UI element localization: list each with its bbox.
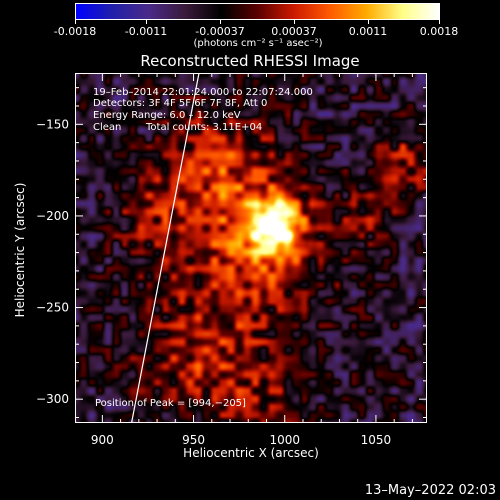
x-tick-label: 1050 — [361, 433, 392, 447]
colorbar-tick-label: 0.00037 — [271, 25, 317, 38]
chart-title: Reconstructed RHESSI Image — [140, 52, 360, 70]
colorbar-tick-mark — [75, 20, 76, 24]
energy-range-text: Energy Range: 6.0 – 12.0 keV — [93, 110, 241, 121]
y-axis-label: Heliocentric Y (arcsec) — [13, 182, 27, 318]
x-tick-label: 1000 — [269, 433, 300, 447]
colorbar-tick-mark — [146, 20, 147, 24]
x-tick-label: 950 — [182, 433, 205, 447]
detectors-text: Detectors: 3F 4F 5F 6F 7F 8F, Att 0 — [93, 98, 268, 109]
colorbar-tick-mark — [439, 20, 440, 24]
footer-date: 13–May–2022 02:03 — [364, 483, 496, 498]
colorbar-unit: (photons cm⁻² s⁻¹ asec⁻²) — [193, 38, 323, 49]
peak-position-text: Position of Peak = [994,−205] — [95, 398, 246, 409]
y-tick-label: −150 — [36, 117, 69, 131]
colorbar-tick-label: -0.0011 — [124, 25, 168, 38]
x-tick-label: 900 — [91, 433, 114, 447]
colorbar-tick-mark — [368, 20, 369, 24]
y-tick-label: −200 — [36, 209, 69, 223]
solar-limb-line — [130, 73, 200, 423]
y-tick-label: −250 — [36, 301, 69, 315]
y-tick-label: −300 — [36, 392, 69, 406]
colorbar-tick-mark — [294, 20, 295, 24]
colorbar-tick-label: 0.0018 — [419, 25, 459, 38]
colorbar-tick-mark — [220, 20, 221, 24]
colorbar-tick-label: -0.0018 — [53, 25, 97, 38]
colorbar-tick-label: 0.0011 — [348, 25, 388, 38]
algorithm-text: Clean — [93, 122, 122, 133]
time-range-text: 19–Feb–2014 22:01:24.000 to 22:07:24.000 — [93, 87, 313, 98]
colorbar-tick-label: -0.00037 — [195, 25, 245, 38]
total-counts-text: Total counts: 3.11E+04 — [146, 122, 263, 133]
x-axis-label: Heliocentric X (arcsec) — [183, 446, 319, 460]
colorbar — [75, 3, 440, 20]
heatmap-image — [75, 73, 427, 423]
